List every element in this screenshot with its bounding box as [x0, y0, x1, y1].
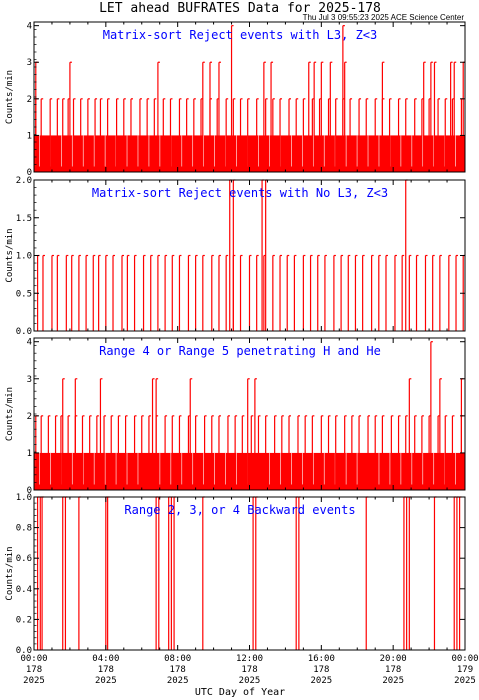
series-baseline-band	[34, 452, 465, 490]
x-axis: 00:00178202504:00178202508:00178202512:0…	[20, 654, 478, 686]
y-tick-label: 0.8	[16, 524, 32, 534]
y-tick-label: 3	[27, 58, 32, 68]
y-tick-label: 2	[27, 412, 32, 422]
x-tick-doy: 179	[457, 665, 473, 675]
x-tick-doy: 178	[313, 665, 329, 675]
x-axis-label: UTC Day of Year	[195, 687, 285, 698]
x-tick-year: 2025	[23, 676, 45, 686]
figure-title: LET ahead BUFRATES Data for 2025-178	[99, 1, 381, 16]
y-axis-label: Counts/min	[5, 546, 15, 600]
panels-group: 0 1 2 3 4 Counts/min Matrix-sort Reject events…	[5, 21, 466, 656]
y-tick-label: 0	[27, 486, 32, 496]
y-tick-label: 4	[27, 338, 32, 348]
y-axis-label: Counts/min	[5, 228, 15, 282]
x-tick-year: 2025	[167, 676, 189, 686]
y-tick-label: 4	[27, 22, 32, 32]
x-tick-year: 2025	[382, 676, 404, 686]
panel-4: 0.0 0.2 0.4 0.6 0.8 1.0 Counts/min Range 2, 3, …	[5, 493, 466, 656]
x-tick-year: 2025	[310, 676, 332, 686]
generation-timestamp: Thu Jul 3 09:55:23 2025 ACE Science Cent…	[303, 13, 465, 22]
panel-3: 0 1 2 3 4 Counts/min Range 4 or Range 5 penetr…	[5, 337, 466, 496]
x-tick-year: 2025	[95, 676, 117, 686]
y-tick-label: 0.4	[16, 585, 32, 595]
y-tick-label: 1.5	[16, 214, 32, 224]
y-tick-label: 1	[27, 131, 32, 141]
x-tick-year: 2025	[239, 676, 261, 686]
x-tick-doy: 178	[170, 665, 186, 675]
panel-title: Range 4 or Range 5 penetrating H and He	[99, 344, 381, 358]
y-tick-label: 0.0	[16, 646, 32, 656]
x-tick-time: 16:00	[308, 654, 335, 664]
x-tick-doy: 178	[98, 665, 114, 675]
y-tick-label: 3	[27, 375, 32, 385]
x-tick-time: 00:00	[451, 654, 478, 664]
y-tick-label: 0.0	[16, 327, 32, 337]
series-baseline-band	[34, 135, 465, 172]
y-axis-label: Counts/min	[5, 387, 15, 441]
x-tick-time: 12:00	[236, 654, 263, 664]
y-tick-label: 0.2	[16, 615, 32, 625]
y-tick-label: 2.0	[16, 176, 32, 186]
panel-title: Matrix-sort Reject events with No L3, Z<…	[92, 186, 388, 200]
y-tick-label: 0.5	[16, 289, 32, 299]
panel-frame	[33, 496, 466, 651]
x-tick-doy: 178	[385, 665, 401, 675]
y-tick-label: 0.6	[16, 554, 32, 564]
y-tick-label: 2	[27, 95, 32, 105]
panel-2: 0.0 0.5 1.0 1.5 2.0 Counts/min Matrix-sort Rej…	[5, 176, 466, 337]
x-tick-time: 20:00	[380, 654, 407, 664]
x-tick-time: 04:00	[92, 654, 119, 664]
panel-title: Matrix-sort Reject events with L3, Z<3	[103, 28, 378, 42]
y-tick-label: 1	[27, 449, 32, 459]
panel-1: 0 1 2 3 4 Counts/min Matrix-sort Reject events…	[5, 21, 466, 178]
y-tick-label: 0	[27, 168, 32, 178]
y-tick-label: 1.0	[16, 493, 32, 503]
x-tick-time: 00:00	[20, 654, 47, 664]
x-tick-doy: 178	[26, 665, 42, 675]
x-tick-doy: 178	[241, 665, 257, 675]
y-tick-label: 1.0	[16, 252, 32, 262]
x-tick-time: 08:00	[164, 654, 191, 664]
x-tick-year: 2025	[454, 676, 476, 686]
y-axis-label: Counts/min	[5, 70, 15, 124]
panel-title: Range 2, 3, or 4 Backward events	[124, 503, 355, 517]
